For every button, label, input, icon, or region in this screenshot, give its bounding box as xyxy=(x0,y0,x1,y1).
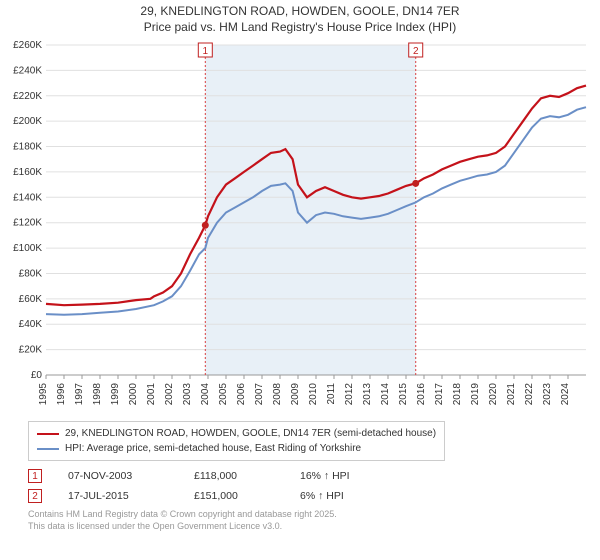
footer-line1: Contains HM Land Registry data © Crown c… xyxy=(28,509,582,521)
line-chart-svg: £0 £20K £40K £60K £80K £100K £120K £140K £160K £1… xyxy=(0,37,600,417)
sale-date: 17-JUL-2015 xyxy=(68,490,168,502)
title-line2: Price paid vs. HM Land Registry's House … xyxy=(10,20,590,36)
x-tick-label: 2023 xyxy=(542,383,553,406)
x-tick-label: 2022 xyxy=(524,383,535,406)
legend-label: 29, KNEDLINGTON ROAD, HOWDEN, GOOLE, DN1… xyxy=(65,426,436,441)
x-tick-label: 2018 xyxy=(452,383,463,406)
x-tick-label: 1999 xyxy=(110,383,121,406)
legend-swatch xyxy=(37,433,59,435)
sale-pct: 6% ↑ HPI xyxy=(300,490,400,502)
x-tick-label: 2005 xyxy=(218,383,229,406)
legend-swatch xyxy=(37,448,59,450)
x-tick-label: 2010 xyxy=(308,383,319,406)
sale-row: 2 17-JUL-2015 £151,000 6% ↑ HPI xyxy=(28,489,582,503)
y-tick-label: £160K xyxy=(13,167,42,178)
y-tick-label: £60K xyxy=(19,294,43,305)
x-tick-label: 2011 xyxy=(326,383,337,405)
sale-marker-dot xyxy=(412,180,419,187)
x-tick-label: 2007 xyxy=(254,383,265,406)
sale-marker-dot xyxy=(202,222,209,229)
x-tick-label: 2004 xyxy=(200,383,211,406)
x-tick-label: 2014 xyxy=(380,383,391,406)
x-tick-label: 1996 xyxy=(56,383,67,406)
y-tick-label: £40K xyxy=(19,319,43,330)
x-tick-label: 2000 xyxy=(128,383,139,406)
sale-marker-text: 1 xyxy=(203,46,209,57)
x-tick-label: 2001 xyxy=(146,383,157,406)
x-tick-label: 2016 xyxy=(416,383,427,406)
sale-events-table: 1 07-NOV-2003 £118,000 16% ↑ HPI 2 17-JUL-201… xyxy=(28,469,582,503)
x-tick-label: 2008 xyxy=(272,383,283,406)
y-tick-label: £200K xyxy=(13,116,42,127)
legend-row: 29, KNEDLINGTON ROAD, HOWDEN, GOOLE, DN1… xyxy=(37,426,436,441)
y-tick-label: £20K xyxy=(19,345,43,356)
x-tick-label: 2002 xyxy=(164,383,175,406)
x-tick-label: 2006 xyxy=(236,383,247,406)
x-tick-label: 2015 xyxy=(398,383,409,406)
x-tick-label: 2021 xyxy=(506,383,517,406)
footer-attribution: Contains HM Land Registry data © Crown c… xyxy=(28,509,582,532)
sale-date: 07-NOV-2003 xyxy=(68,470,168,482)
y-tick-label: £240K xyxy=(13,66,42,77)
x-tick-label: 2003 xyxy=(182,383,193,406)
y-tick-label: £100K xyxy=(13,243,42,254)
title-line1: 29, KNEDLINGTON ROAD, HOWDEN, GOOLE, DN1… xyxy=(10,4,590,20)
sale-row: 1 07-NOV-2003 £118,000 16% ↑ HPI xyxy=(28,469,582,483)
sale-price: £151,000 xyxy=(194,490,274,502)
x-tick-label: 2017 xyxy=(434,383,445,406)
y-tick-label: £140K xyxy=(13,192,42,203)
x-tick-label: 2012 xyxy=(344,383,355,406)
y-tick-label: £80K xyxy=(19,269,43,280)
marker-band xyxy=(205,45,415,375)
sale-marker-text: 2 xyxy=(413,46,419,57)
y-tick-label: £260K xyxy=(13,40,42,51)
sale-pct: 16% ↑ HPI xyxy=(300,470,400,482)
legend-label: HPI: Average price, semi-detached house,… xyxy=(65,441,361,456)
x-tick-label: 2009 xyxy=(290,383,301,406)
sale-marker-icon: 1 xyxy=(28,469,42,483)
x-tick-label: 1998 xyxy=(92,383,103,406)
y-tick-label: £0 xyxy=(31,370,43,381)
sale-marker-icon: 2 xyxy=(28,489,42,503)
y-tick-label: £180K xyxy=(13,142,42,153)
x-tick-label: 1997 xyxy=(74,383,85,406)
x-tick-label: 2024 xyxy=(560,383,571,406)
x-tick-label: 2020 xyxy=(488,383,499,406)
legend-row: HPI: Average price, semi-detached house,… xyxy=(37,441,436,456)
chart-title: 29, KNEDLINGTON ROAD, HOWDEN, GOOLE, DN1… xyxy=(0,0,600,37)
y-tick-label: £120K xyxy=(13,218,42,229)
legend: 29, KNEDLINGTON ROAD, HOWDEN, GOOLE, DN1… xyxy=(28,421,582,461)
sale-price: £118,000 xyxy=(194,470,274,482)
x-tick-label: 2019 xyxy=(470,383,481,406)
chart-area: £0 £20K £40K £60K £80K £100K £120K £140K £160K £1… xyxy=(0,37,600,417)
x-tick-label: 1995 xyxy=(38,383,49,406)
x-tick-label: 2013 xyxy=(362,383,373,406)
footer-line2: This data is licensed under the Open Gov… xyxy=(28,521,582,533)
y-tick-label: £220K xyxy=(13,91,42,102)
